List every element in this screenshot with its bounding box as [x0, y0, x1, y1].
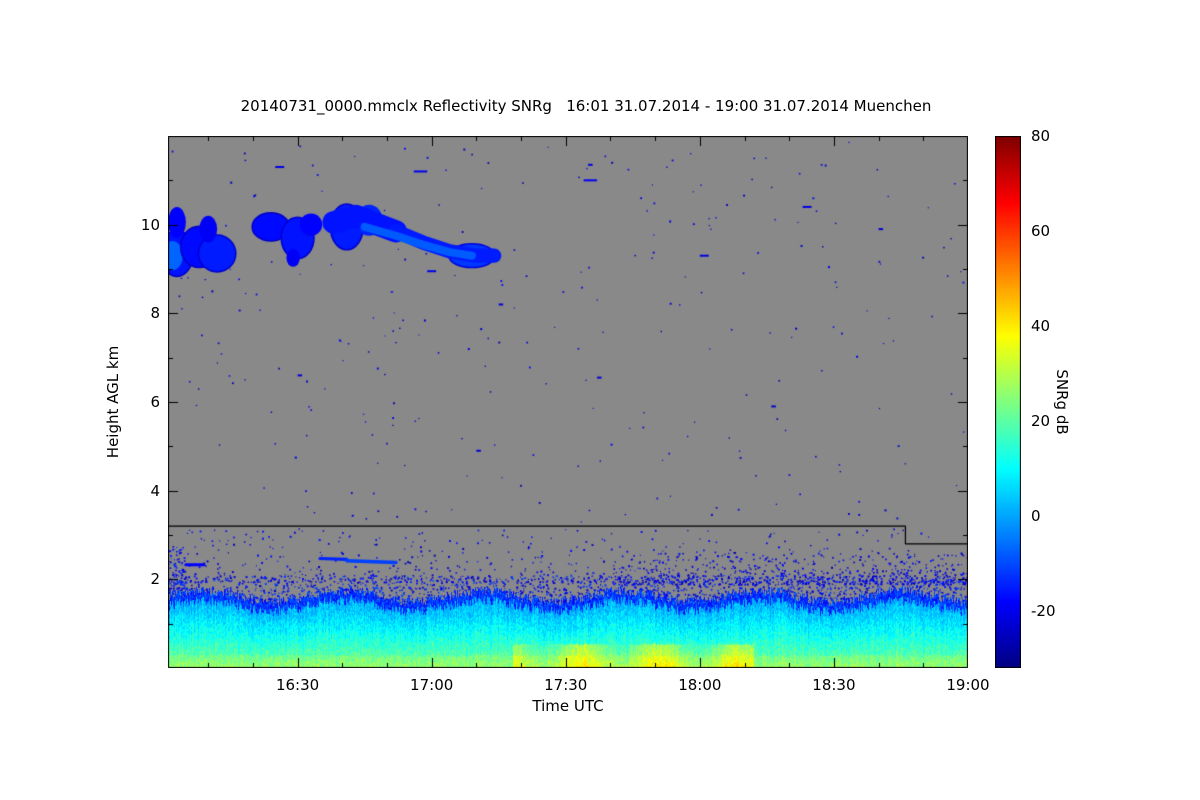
x-tick-label: 17:00	[410, 676, 454, 694]
x-tick-label: 18:30	[812, 676, 856, 694]
y-tick-label: 10	[140, 215, 160, 234]
colorbar-tick-label: 0	[1031, 507, 1041, 525]
y-tick-label: 4	[150, 481, 160, 500]
x-tick-label: 16:30	[275, 676, 320, 694]
colorbar-label: SNRg dB	[1053, 369, 1071, 435]
x-axis-label: Time UTC	[532, 697, 604, 715]
colorbar-tick-label: 60	[1031, 222, 1051, 240]
colorbar-tick-label: 40	[1031, 317, 1051, 335]
colorbar-tick-label: 80	[1031, 127, 1051, 145]
colorbar-tick-label: -20	[1031, 602, 1056, 620]
y-tick-label: 8	[150, 304, 160, 323]
plot-title: 20140731_0000.mmclx Reflectivity SNRg 16…	[240, 97, 932, 115]
reflectivity-heatmap	[168, 136, 968, 668]
y-tick-label: 2	[150, 570, 160, 589]
x-tick-label: 18:00	[678, 676, 722, 694]
colorbar-tick-label: 20	[1031, 412, 1051, 430]
colorbar	[995, 136, 1021, 668]
x-tick-label: 17:30	[544, 676, 588, 694]
y-tick-label: 6	[150, 393, 160, 411]
x-tick-label: 19:00	[946, 676, 990, 694]
